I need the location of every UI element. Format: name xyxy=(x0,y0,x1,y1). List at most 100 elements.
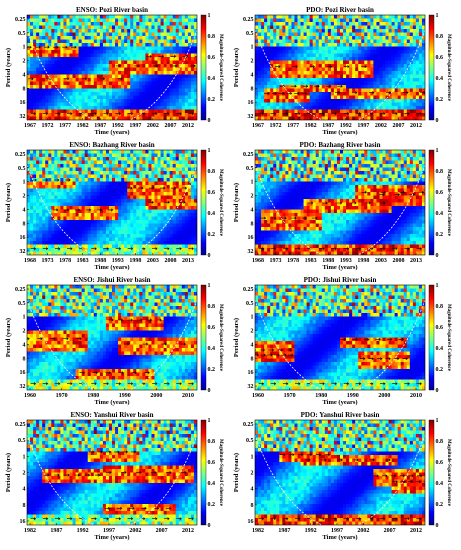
colorbar-tick-label: 0.8 xyxy=(436,34,444,40)
x-tick-label: 1997 xyxy=(103,528,115,534)
coherence-field xyxy=(27,285,197,390)
x-axis-label: Time (years) xyxy=(94,129,129,136)
colorbar-tick-label: 0 xyxy=(436,523,439,529)
x-tick-label: 1997 xyxy=(129,123,141,129)
x-tick-label: 1980 xyxy=(87,393,99,399)
x-tick-label: 1968 xyxy=(252,258,264,264)
coherence-field xyxy=(27,150,197,255)
x-tick-label: 1983 xyxy=(77,258,89,264)
y-tick-label: 8 xyxy=(251,356,254,362)
colorbar xyxy=(200,149,207,256)
y-tick-label: 2 xyxy=(251,194,254,200)
x-tick-label: 1978 xyxy=(59,258,71,264)
x-tick-label: 2012 xyxy=(182,528,194,534)
colorbar-tick-label: 1 xyxy=(208,13,211,19)
panel-title: PDO: Pozi River basin xyxy=(306,6,374,14)
x-axis-label: Time (years) xyxy=(322,534,357,541)
colorbar-label: Magnitude-Squared Coherence xyxy=(218,169,223,237)
coherence-panel-6: PDO: Jishui River basin 0.25 0.5 1 2 4 8 16 32 Pe… xyxy=(233,276,451,406)
x-tick-label: 1992 xyxy=(112,123,124,129)
plot-frame xyxy=(254,284,426,391)
colorbar-tick-label: 0 xyxy=(208,118,211,124)
x-tick-label: 1987 xyxy=(278,528,290,534)
colorbar-tick-label: 0.2 xyxy=(436,232,444,238)
coherence-panel-5: ENSO: Jishui River basin 0.25 0.5 1 2 4 8 16 32 P… xyxy=(5,276,223,406)
coherence-field xyxy=(255,285,425,390)
y-axis-label: Period (years) xyxy=(5,453,12,492)
x-tick-label: 1968 xyxy=(24,258,36,264)
x-tick-label: 1970 xyxy=(56,393,68,399)
y-tick-label: 0.25 xyxy=(243,287,254,293)
y-tick-label: 32 xyxy=(20,384,26,390)
phase-arrows xyxy=(30,450,194,521)
y-axis-label: Period (years) xyxy=(5,48,12,87)
cone-of-influence xyxy=(255,299,425,390)
y-tick-label: 2 xyxy=(23,59,26,65)
y-tick-label: 2 xyxy=(23,329,26,335)
y-tick-label: 2 xyxy=(251,329,254,335)
x-tick-label: 2007 xyxy=(392,123,404,129)
x-tick-label: 1982 xyxy=(77,123,89,129)
cone-of-influence xyxy=(255,29,425,120)
y-tick-label: 1 xyxy=(251,180,254,186)
x-axis-label: Time (years) xyxy=(94,264,129,271)
x-tick-label: 1988 xyxy=(94,258,106,264)
plot-frame xyxy=(254,14,426,121)
y-tick-label: 32 xyxy=(20,249,26,255)
y-tick-label: 32 xyxy=(20,114,26,120)
phase-arrows xyxy=(27,45,197,116)
colorbar xyxy=(200,14,207,121)
colorbar-tick-label: 1 xyxy=(436,13,439,19)
x-tick-label: 2003 xyxy=(375,258,387,264)
y-tick-label: 32 xyxy=(248,114,254,120)
y-axis-label: Period (years) xyxy=(5,318,12,357)
coherence-field xyxy=(255,150,425,255)
colorbar xyxy=(428,14,435,121)
colorbar-label: Magnitude-Squared Coherence xyxy=(218,439,223,507)
colorbar-tick-label: 0 xyxy=(436,388,439,394)
x-tick-label: 1982 xyxy=(305,123,317,129)
coherence-panel-7: ENSO: Yanshui River basin 0.25 0.5 1 2 4 8 16 Pe… xyxy=(5,411,223,541)
x-tick-label: 2002 xyxy=(129,528,141,534)
x-tick-label: 2013 xyxy=(182,258,194,264)
coherence-field xyxy=(27,420,197,525)
y-tick-label: 16 xyxy=(248,100,254,106)
colorbar-label: Magnitude-Squared Coherence xyxy=(218,304,223,372)
y-tick-label: 8 xyxy=(23,356,26,362)
colorbar-tick-label: 0.6 xyxy=(436,190,444,196)
colorbar-tick-label: 1 xyxy=(208,418,211,424)
x-tick-label: 1990 xyxy=(347,393,359,399)
x-tick-label: 2000 xyxy=(150,393,162,399)
colorbar-tick-label: 1 xyxy=(436,283,439,289)
colorbar-tick-label: 0.4 xyxy=(208,481,216,487)
colorbar-tick-label: 0 xyxy=(208,388,211,394)
y-tick-label: 0.5 xyxy=(246,31,254,37)
x-tick-label: 2012 xyxy=(410,123,422,129)
colorbar-tick-label: 1 xyxy=(208,283,211,289)
x-tick-label: 1992 xyxy=(77,528,89,534)
colorbar-tick-label: 0.4 xyxy=(436,211,444,217)
colorbar-tick-label: 0.8 xyxy=(436,304,444,310)
cone-of-influence xyxy=(27,29,197,120)
panel-title: ENSO: Pozi River basin xyxy=(76,6,148,14)
colorbar-tick-label: 0 xyxy=(208,523,211,529)
colorbar-label: Magnitude-Squared Coherence xyxy=(446,34,451,102)
colorbar-tick-label: 0.4 xyxy=(208,76,216,82)
colorbar-label: Magnitude-Squared Coherence xyxy=(218,34,223,102)
y-tick-label: 0.5 xyxy=(246,166,254,172)
y-tick-label: 16 xyxy=(248,519,254,525)
x-tick-label: 1997 xyxy=(331,528,343,534)
y-tick-label: 4 xyxy=(23,207,26,213)
y-tick-label: 8 xyxy=(251,503,254,509)
colorbar-tick-label: 0.2 xyxy=(436,367,444,373)
colorbar-tick-label: 0.8 xyxy=(208,304,216,310)
x-axis-label: Time (years) xyxy=(94,534,129,541)
phase-arrows xyxy=(27,318,194,386)
y-tick-label: 8 xyxy=(251,86,254,92)
colorbar-tick-label: 0.2 xyxy=(208,232,216,238)
coherence-panel-1: ENSO: Pozi River basin 0.25 0.5 1 2 4 8 16 32 Per… xyxy=(5,6,223,136)
colorbar-tick-label: 0.4 xyxy=(436,76,444,82)
y-tick-label: 2 xyxy=(23,194,26,200)
panel-title: PDO: Bazhang River basin xyxy=(300,141,381,149)
colorbar-tick-label: 0.6 xyxy=(436,460,444,466)
